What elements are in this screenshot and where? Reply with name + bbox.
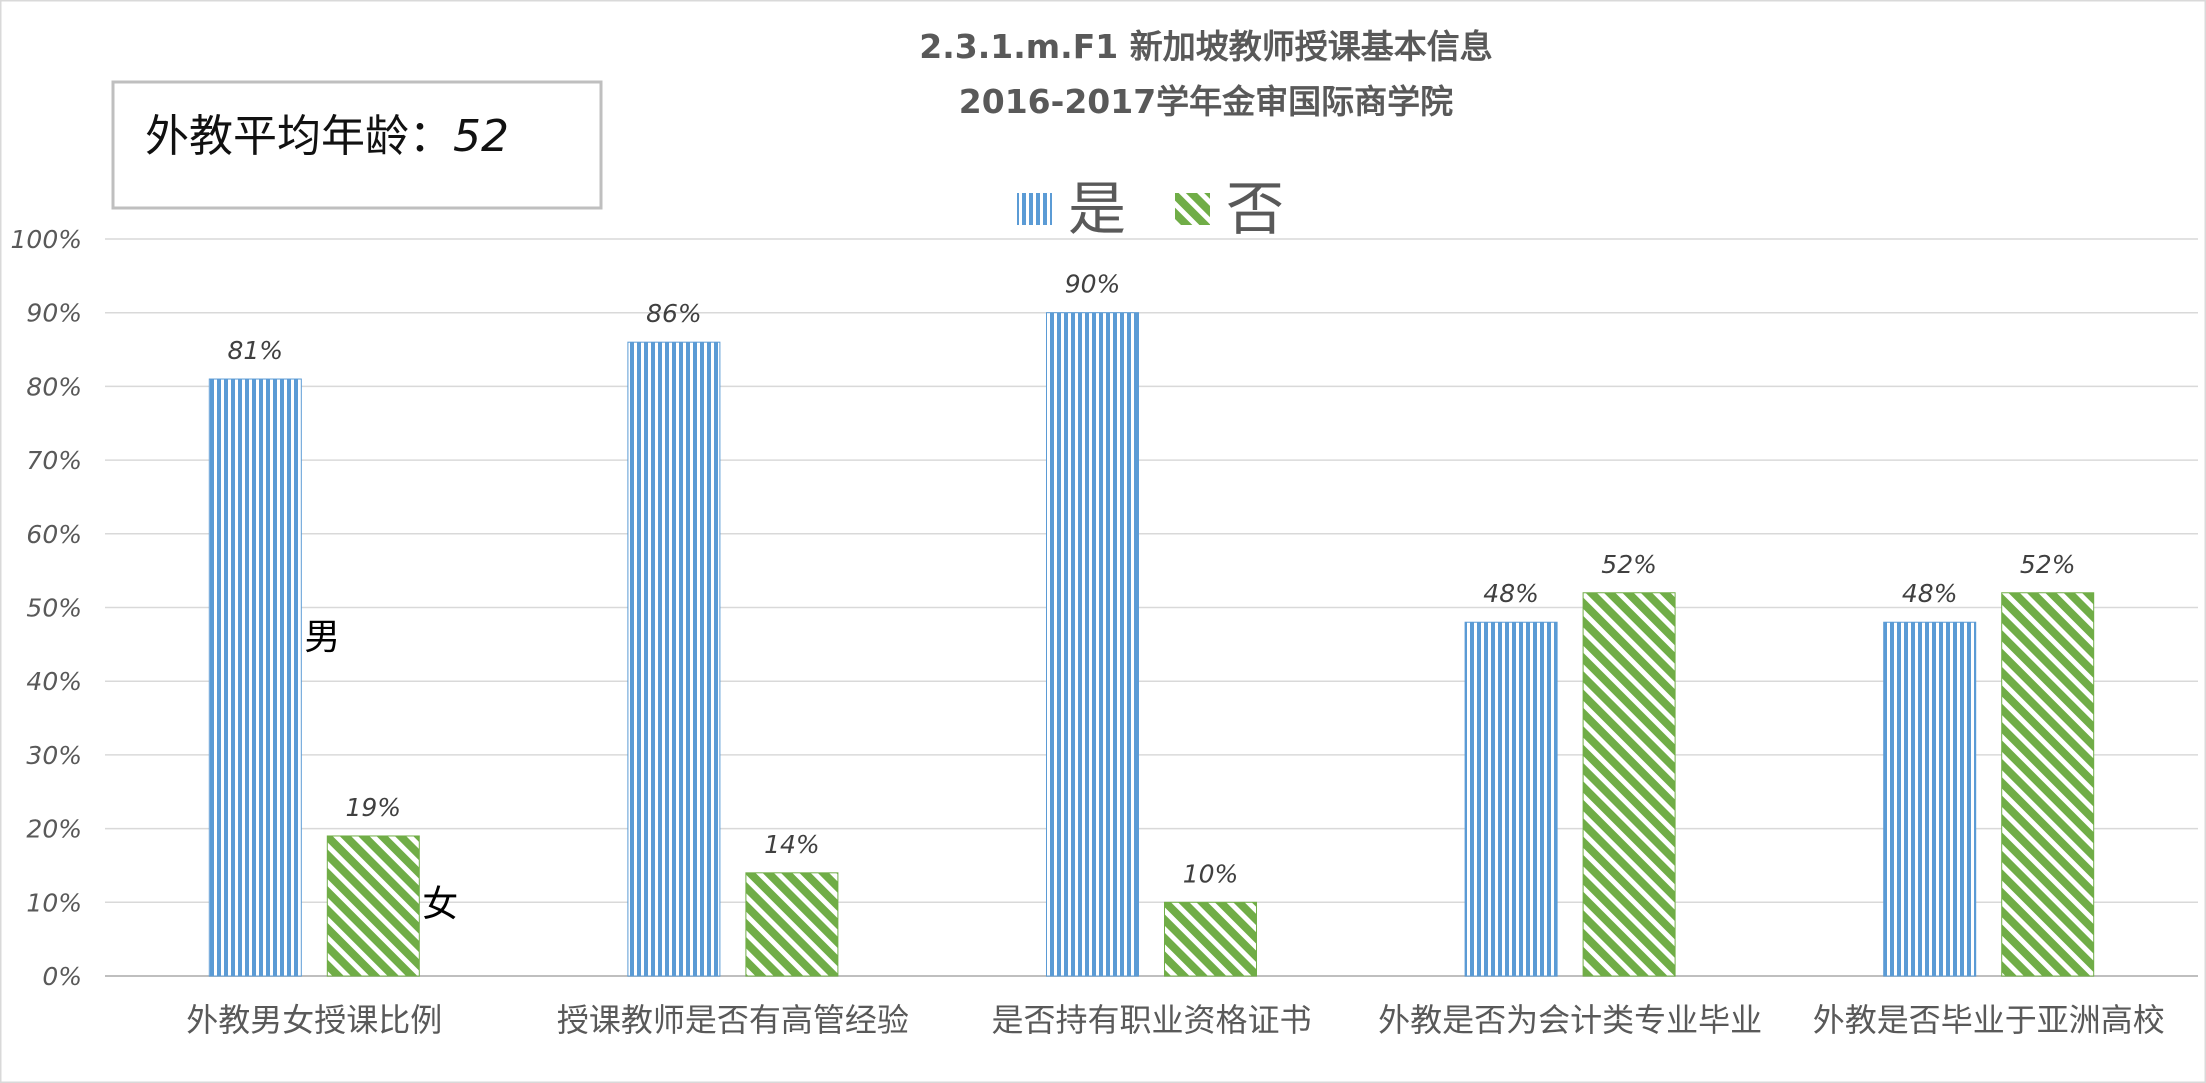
legend-swatch-no	[1175, 193, 1210, 225]
category-label: 是否持有职业资格证书	[991, 1001, 1311, 1039]
data-label: 14%	[764, 830, 820, 859]
chart-subtitle: 2016-2017学年金审国际商学院	[959, 82, 1453, 121]
bar-yes-2	[1046, 312, 1139, 977]
category-label: 外教是否毕业于亚洲高校	[1813, 1001, 2165, 1039]
legend-label-no: 否	[1226, 175, 1284, 243]
gridlines-and-y-axis: 0% 10% 20% 30% 40% 50% 60% 70% 80% 90% 100%	[11, 225, 2198, 991]
category-axis: 外教男女授课比例 授课教师是否有高管经验 是否持有职业资格证书 外教是否为会计类专业毕…	[186, 1001, 2164, 1039]
y-tick-label: 20%	[26, 815, 82, 844]
chart-title: 2.3.1.m.F1 新加坡教师授课基本信息	[919, 27, 1492, 66]
bar-no-0	[326, 835, 420, 977]
data-label: 90%	[1065, 270, 1121, 299]
y-tick-label: 100%	[11, 225, 82, 254]
legend-swatch-yes	[1017, 193, 1052, 225]
y-tick-label: 80%	[26, 372, 82, 401]
legend-label-yes: 是	[1068, 175, 1126, 243]
data-label: 48%	[1902, 579, 1958, 608]
info-box-frame	[111, 80, 603, 210]
data-label: 10%	[1183, 859, 1239, 888]
bar-no-3	[1582, 592, 1676, 977]
data-label: 19%	[346, 793, 402, 822]
data-label: 48%	[1483, 579, 1539, 608]
y-tick-label: 50%	[26, 594, 82, 623]
category-label: 外教男女授课比例	[186, 1001, 442, 1039]
bar-yes-4	[1883, 621, 1977, 977]
annotation-label: 女	[422, 884, 458, 925]
y-tick-label: 70%	[26, 446, 82, 475]
data-label: 52%	[1601, 550, 1657, 579]
legend: 是 否	[1017, 175, 1284, 243]
data-label: 81%	[228, 336, 284, 365]
bar-yes-1	[627, 341, 721, 977]
bar-yes-0	[208, 378, 302, 977]
y-tick-label: 60%	[26, 520, 82, 549]
y-tick-label: 90%	[26, 299, 82, 328]
info-box-text: 外教平均年龄：52	[145, 111, 509, 162]
info-box-label: 外教平均年龄：	[145, 111, 453, 162]
y-tick-label: 0%	[42, 962, 82, 991]
bar-no-4	[2001, 592, 2095, 977]
y-tick-label: 10%	[26, 888, 82, 917]
annotations: 男女	[304, 617, 458, 925]
bar-no-2	[1164, 901, 1257, 977]
category-label: 外教是否为会计类专业毕业	[1378, 1001, 1762, 1039]
category-label: 授课教师是否有高管经验	[557, 1001, 909, 1039]
data-label: 86%	[646, 299, 702, 328]
y-tick-label: 40%	[26, 667, 82, 696]
data-label: 52%	[2020, 550, 2076, 579]
info-box: 外教平均年龄：52	[111, 80, 603, 210]
bar-no-1	[745, 872, 839, 977]
annotation-label: 男	[304, 617, 340, 658]
info-box-value: 52	[453, 111, 509, 162]
bar-yes-3	[1464, 621, 1558, 977]
bars: 81% 19% 86% 14% 90% 10% 48% 52% 48% 52%	[208, 270, 2095, 977]
y-tick-label: 30%	[26, 741, 82, 770]
